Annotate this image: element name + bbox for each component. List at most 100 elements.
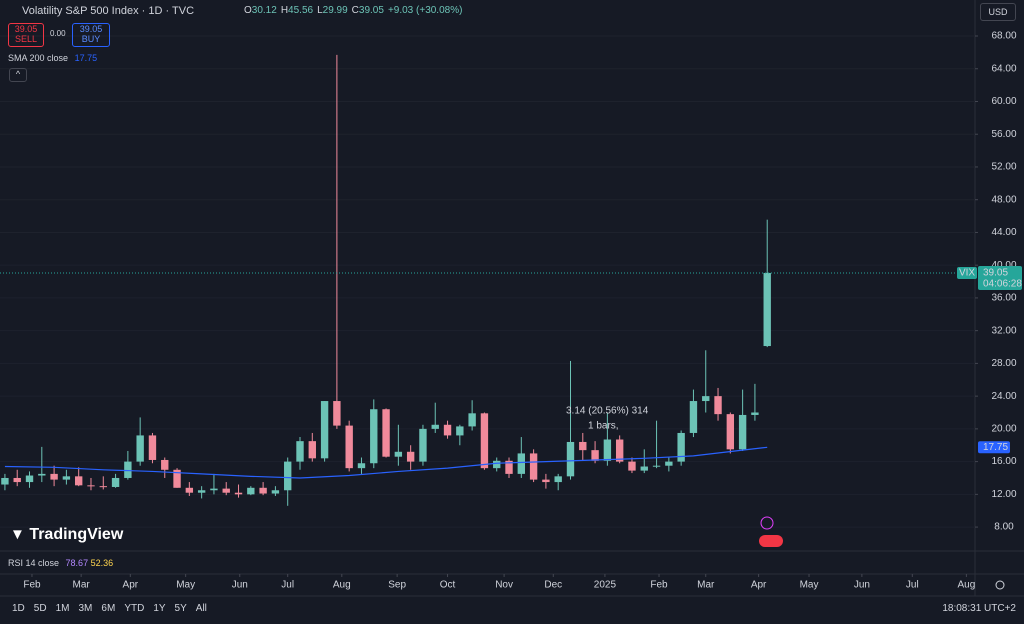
candle-body xyxy=(308,441,316,459)
rsi-name: RSI 14 close xyxy=(8,558,60,568)
candle-body xyxy=(136,435,144,462)
last-price-label: 39.05 xyxy=(983,268,1008,279)
clock: 18:08:31 UTC+2 xyxy=(942,603,1016,614)
sma-value: 17.75 xyxy=(74,53,98,63)
candle-body xyxy=(751,412,759,415)
candle-body xyxy=(357,463,366,469)
x-tick-label: Aug xyxy=(333,580,351,591)
ohlc-value: 45.56 xyxy=(288,5,314,16)
x-tick-label: Aug xyxy=(957,580,975,591)
x-tick-label: Apr xyxy=(123,580,139,591)
spread: 0.00 xyxy=(50,29,66,38)
y-tick-label: 8.00 xyxy=(994,522,1014,533)
sell-label: SELL xyxy=(14,34,38,44)
change: +9.03 (+30.08%) xyxy=(387,5,463,16)
candle-body xyxy=(726,414,735,450)
candle-body xyxy=(480,413,489,469)
candle-body xyxy=(99,486,107,488)
candle-body xyxy=(665,461,673,466)
range-button[interactable]: 6M xyxy=(101,603,116,614)
candle-body xyxy=(652,465,661,467)
candle-body xyxy=(419,428,427,462)
range-button[interactable]: 5D xyxy=(33,603,47,614)
symbol-title[interactable]: Volatility S&P 500 Index · 1D · TVC xyxy=(22,5,195,17)
ohlc-key: H xyxy=(280,5,289,16)
candle-body xyxy=(554,476,562,483)
sma-price-label: 17.75 xyxy=(983,442,1008,453)
range-button[interactable]: 1M xyxy=(55,603,70,614)
ohlc-value: 30.12 xyxy=(251,5,277,16)
candle-body xyxy=(111,477,120,487)
x-tick-label: Jun xyxy=(854,580,870,591)
candle-body xyxy=(87,485,95,487)
candle-body xyxy=(406,451,415,462)
candle-body xyxy=(603,439,612,461)
candle-body xyxy=(1,477,9,485)
sell-price: 39.05 xyxy=(14,24,38,34)
sell-button[interactable]: 39.05 SELL xyxy=(8,23,44,47)
range-button[interactable]: 1D xyxy=(12,603,25,614)
x-tick-label: Feb xyxy=(23,580,41,591)
candle-body xyxy=(505,460,513,474)
y-tick-label: 44.00 xyxy=(991,227,1016,238)
x-tick-label: Apr xyxy=(751,580,767,591)
y-tick-label: 52.00 xyxy=(991,162,1016,173)
y-tick-label: 68.00 xyxy=(991,31,1016,42)
x-tick-label: Sep xyxy=(388,580,406,591)
candle-body xyxy=(628,461,636,471)
candle-body xyxy=(714,396,722,415)
x-tick-label: Mar xyxy=(697,580,715,591)
candle-body xyxy=(763,272,771,347)
candle-body xyxy=(394,451,403,457)
candle-body xyxy=(197,490,206,493)
candle-body xyxy=(259,487,267,494)
last-price-box xyxy=(978,265,1022,290)
y-tick-label: 56.00 xyxy=(991,129,1016,140)
candle-body xyxy=(517,453,525,474)
y-tick-label: 36.00 xyxy=(991,293,1016,304)
y-tick-label: 28.00 xyxy=(991,358,1016,369)
x-tick-label: Oct xyxy=(440,580,456,591)
measure-label: 3.14 (20.56%) 314 xyxy=(566,406,649,417)
range-button[interactable]: 3M xyxy=(78,603,93,614)
y-tick-label: 48.00 xyxy=(991,194,1016,205)
range-button[interactable]: YTD xyxy=(124,603,145,614)
candle-body xyxy=(493,460,501,469)
candle-body xyxy=(247,487,255,495)
candle-body xyxy=(566,441,575,477)
candle-body xyxy=(689,401,698,433)
range-button[interactable]: 5Y xyxy=(174,603,187,614)
candle-body xyxy=(456,426,464,436)
candle-body xyxy=(333,401,341,426)
candle-body xyxy=(62,476,71,480)
ohlc-key: O xyxy=(244,5,252,16)
rsi-value: 78.67 xyxy=(65,558,89,568)
candle-body xyxy=(615,439,624,462)
candle-body xyxy=(468,413,476,427)
buy-button[interactable]: 39.05 BUY xyxy=(72,23,110,47)
candle-body xyxy=(173,469,181,488)
candle-body xyxy=(529,453,538,480)
ohlc-key: C xyxy=(351,5,359,16)
range-button[interactable]: 1Y xyxy=(153,603,166,614)
candle-body xyxy=(13,477,21,483)
y-tick-label: 64.00 xyxy=(991,63,1016,74)
candle-body xyxy=(677,432,685,462)
settings-icon xyxy=(995,580,1005,590)
candle-body xyxy=(38,473,46,476)
currency-select[interactable]: USD xyxy=(980,3,1016,21)
candle-body xyxy=(579,441,587,451)
y-tick-label: 60.00 xyxy=(991,96,1016,107)
ohlc-value: 39.05 xyxy=(358,5,384,16)
collapse-button[interactable]: ^ xyxy=(9,68,27,82)
range-button[interactable]: All xyxy=(195,603,207,614)
rsi-legend: RSI 14 close 78.67 52.36 xyxy=(8,558,113,568)
x-tick-label: May xyxy=(176,580,195,591)
x-tick-label: 2025 xyxy=(594,580,617,591)
measure-label: 1 bars, xyxy=(588,421,619,432)
sma-legend: SMA 200 close 17.75 xyxy=(8,53,97,63)
flags-icon xyxy=(759,535,783,547)
symbol-tag-label: VIX xyxy=(959,268,975,279)
x-tick-label: Jul xyxy=(281,580,294,591)
